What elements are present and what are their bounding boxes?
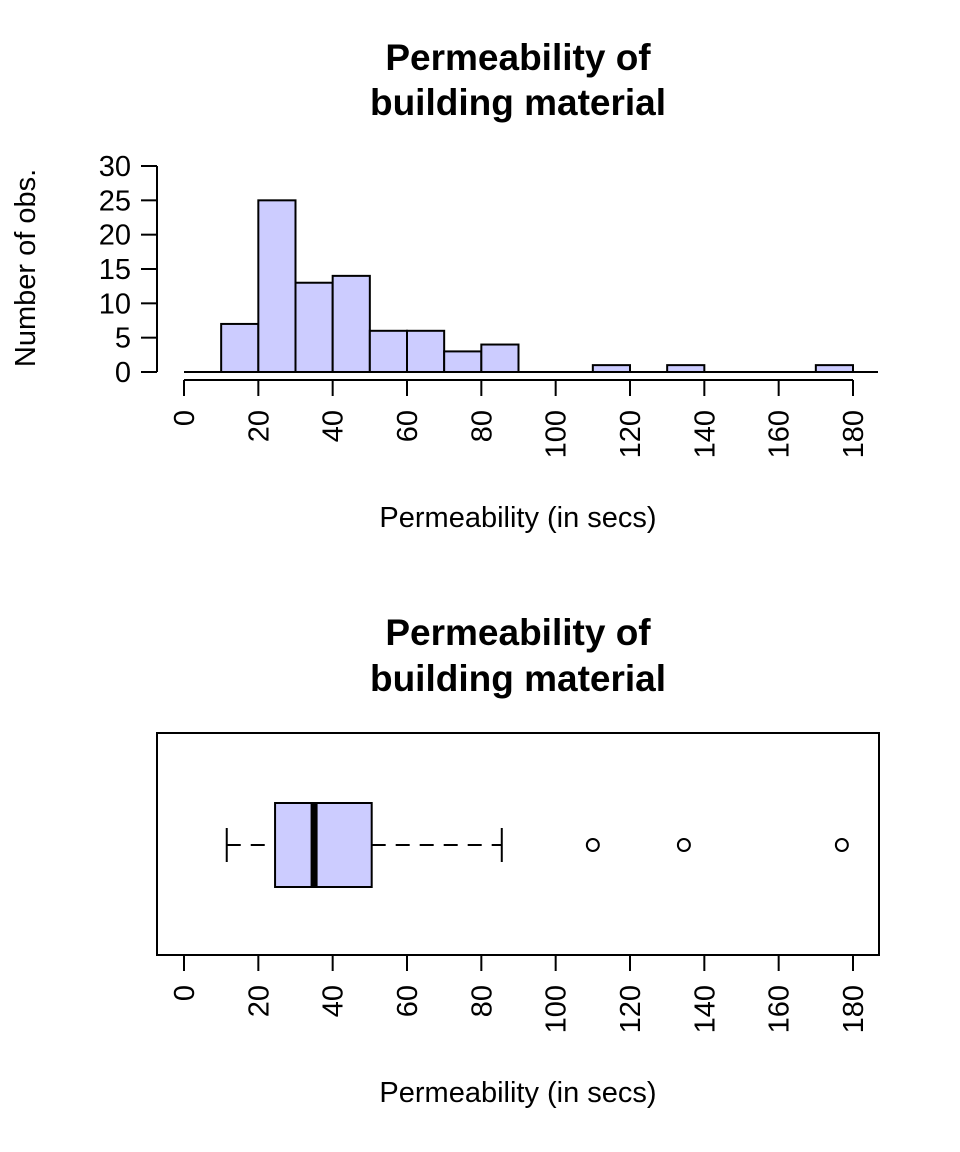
histogram-bar-70-80 <box>443 350 483 373</box>
histogram-bar-50-60 <box>368 329 409 373</box>
boxplot-outlier <box>834 838 849 852</box>
boxplot-outlier <box>676 838 691 852</box>
histogram-bar-10-20 <box>220 322 260 373</box>
boxplot-x-tick-label: 20 <box>243 985 275 1017</box>
histogram-bar-130-140 <box>666 364 706 373</box>
boxplot-x-axis-label: Permeability (in secs) <box>379 1077 656 1109</box>
histogram-x-tick-label: 20 <box>243 410 275 442</box>
histogram-y-tick-label: 30 <box>99 151 131 183</box>
boxplot-title-line-1: Permeability of <box>385 612 651 653</box>
histogram-bars <box>220 199 854 374</box>
histogram-y-tick-label: 10 <box>99 288 131 320</box>
histogram-x-tick-label: 40 <box>318 410 350 442</box>
boxplot-x-axis: 0 20 40 60 80 100 120 140 160 180 <box>169 954 870 1033</box>
histogram-title-line-2: building material <box>370 82 666 123</box>
histogram-x-tick-label: 0 <box>169 410 201 426</box>
boxplot-box <box>274 802 373 888</box>
histogram-x-tick-label: 120 <box>615 410 647 458</box>
boxplot-x-tick-label: 100 <box>541 985 573 1033</box>
boxplot-x-tick-label: 120 <box>615 985 647 1033</box>
histogram-x-tick-label: 140 <box>689 410 721 458</box>
histogram-y-tick-label: 0 <box>115 357 131 389</box>
histogram-x-tick-label: 180 <box>838 410 870 458</box>
histogram-y-tick-label: 5 <box>115 323 131 355</box>
histogram-y-tick-label: 25 <box>99 185 131 217</box>
boxplot-frame <box>156 732 880 956</box>
histogram-y-tick-label: 15 <box>99 254 131 286</box>
histogram-bar-30-40 <box>294 281 334 374</box>
histogram-x-tick-label: 160 <box>764 410 796 458</box>
histogram-x-axis: 0 20 40 60 80 100 120 140 160 180 <box>169 379 870 458</box>
boxplot-x-tick-label: 0 <box>169 985 201 1001</box>
histogram-bar-170-180 <box>814 364 854 373</box>
histogram-y-axis-label: Number of obs. <box>10 169 42 367</box>
histogram-bar-80-90 <box>480 343 520 373</box>
boxplot-x-tick-label: 140 <box>689 985 721 1033</box>
histogram-x-tick-label: 60 <box>392 410 424 442</box>
boxplot-panel: Permeability of building material 0 20 40 6… <box>156 612 880 1109</box>
boxplot-x-tick-label: 60 <box>392 985 424 1017</box>
histogram-bar-60-70 <box>406 329 446 373</box>
boxplot-outlier <box>585 838 600 852</box>
histogram-bar-110-120 <box>591 364 631 373</box>
histogram-panel: Permeability of building material 051015… <box>10 37 878 534</box>
histogram-bar-40-50 <box>331 274 371 373</box>
boxplot-title-line-2: building material <box>370 658 666 699</box>
boxplot-marks <box>225 802 849 888</box>
histogram-x-tick-label: 100 <box>541 410 573 458</box>
histogram-x-axis-label: Permeability (in secs) <box>379 502 656 534</box>
histogram-title-line-1: Permeability of <box>385 37 651 78</box>
histogram-bar-20-30 <box>257 199 297 373</box>
boxplot-x-tick-label: 80 <box>466 985 498 1017</box>
boxplot-x-tick-label: 160 <box>764 985 796 1033</box>
boxplot-x-tick-label: 40 <box>318 985 350 1017</box>
histogram-y-tick-label: 20 <box>99 220 131 252</box>
boxplot-x-tick-label: 180 <box>838 985 870 1033</box>
histogram-x-tick-label: 80 <box>466 410 498 442</box>
